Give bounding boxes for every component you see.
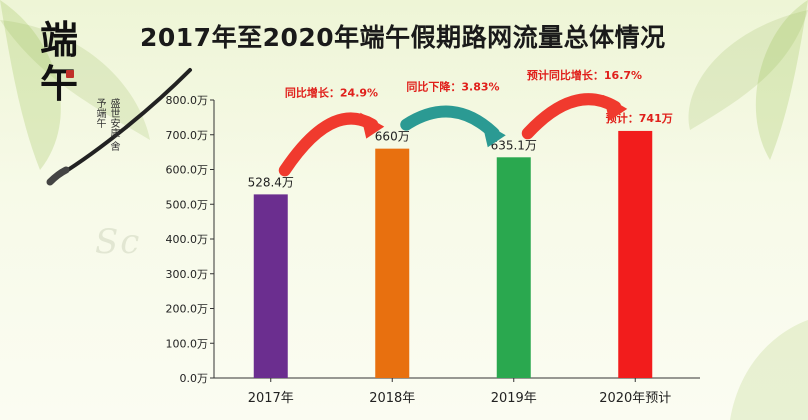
y-tick-label: 300.0万 [166,268,209,281]
trend-arrow [400,105,500,140]
trend-annotation: 同比下降：3.83% [406,80,499,94]
chart-title: 2017年至2020年端午假期路网流量总体情况 [140,23,666,52]
x-tick-label: 2020年预计 [599,391,671,406]
bar [375,148,410,378]
logo-char-1: 端 [40,17,79,62]
y-tick-label: 700.0万 [166,129,209,142]
trend-arrow-head [360,112,385,139]
bar [253,194,288,378]
data-label: 635.1万 [491,138,537,152]
trend-arrow-head [603,94,628,121]
y-tick-label: 800.0万 [166,94,209,107]
bar [618,130,653,378]
y-tick-label: 500.0万 [166,198,209,211]
logo-poem: 盛世安康 舍予端午 [94,98,119,152]
trend-arrow [521,93,622,140]
y-tick-label: 100.0万 [166,337,209,350]
trend-annotation: 同比增长：24.9% [285,86,378,100]
y-tick-label: 600.0万 [166,164,209,177]
data-label: 660万 [375,130,410,144]
x-tick-label: 2017年 [248,391,294,406]
trend-annotation: 预计同比增长：16.7% [527,68,642,82]
logo-char-2: 午 [40,61,79,106]
bar [496,157,531,378]
trend-arrow [278,112,379,177]
x-tick-label: 2018年 [369,391,415,406]
watermark: Sc [95,222,142,262]
y-tick-label: 400.0万 [166,233,209,246]
logo-duanwu: 端 午 [40,18,110,106]
data-label: 预计：741万 [606,111,673,125]
data-label: 528.4万 [248,175,294,189]
y-tick-label: 0.0万 [180,372,209,385]
trend-arrow-head [481,121,506,148]
logo-seal [66,70,74,78]
x-tick-label: 2019年 [491,391,537,406]
y-tick-label: 200.0万 [166,303,209,316]
